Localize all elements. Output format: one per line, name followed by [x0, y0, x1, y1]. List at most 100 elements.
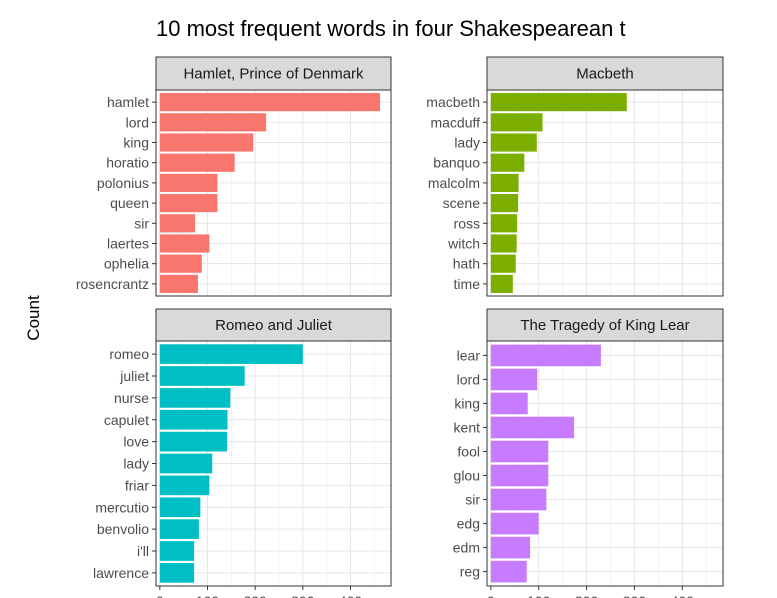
bar	[490, 113, 543, 132]
category-label: sir	[465, 492, 480, 508]
category-label: polonius	[97, 175, 149, 191]
facet-strip-label: Macbeth	[576, 66, 634, 83]
category-label: king	[123, 135, 149, 151]
panel-border	[155, 340, 392, 587]
x-tick-label: 300	[623, 593, 647, 598]
facet-panel: The Tragedy of King Lear lear lord king kent…	[453, 308, 724, 598]
bar	[490, 392, 528, 415]
category-label: hath	[453, 256, 480, 272]
category-label: macbeth	[426, 94, 480, 110]
category-label: juliet	[119, 368, 149, 384]
y-axis-title: Count	[24, 295, 43, 341]
category-label: ophelia	[104, 256, 149, 272]
x-tick-label: 400	[671, 593, 695, 598]
bar	[490, 368, 538, 391]
x-tick-label: 400	[339, 593, 363, 598]
x-tick-label: 200	[243, 593, 267, 598]
bar	[159, 344, 303, 364]
bar	[159, 563, 195, 583]
bar	[159, 497, 201, 518]
category-label: sir	[134, 215, 149, 231]
bar	[490, 194, 519, 213]
bar	[159, 133, 254, 152]
facet-strip	[155, 56, 392, 91]
bar	[159, 274, 198, 293]
bar	[159, 453, 213, 474]
category-label: ross	[454, 215, 480, 231]
chart-title: 10 most frequent words in four Shakespea…	[156, 16, 626, 41]
category-label: benvolio	[97, 521, 149, 537]
bar	[159, 234, 210, 253]
category-label: glou	[454, 468, 480, 484]
category-label: friar	[125, 477, 149, 493]
bar	[159, 194, 218, 213]
category-label: time	[454, 276, 481, 292]
category-label: lady	[454, 135, 480, 151]
category-label: nurse	[114, 390, 149, 406]
bar	[490, 274, 513, 293]
category-label: laertes	[107, 235, 149, 251]
bar	[490, 488, 547, 511]
category-label: malcolm	[428, 175, 480, 191]
category-label: hamlet	[107, 94, 149, 110]
bar	[490, 416, 575, 439]
category-label: rosencrantz	[76, 276, 149, 292]
bar	[159, 173, 218, 192]
panel-border	[486, 89, 724, 297]
bar	[490, 254, 516, 273]
category-label: lord	[126, 114, 149, 130]
category-label: i'll	[137, 543, 149, 559]
facet-strip-label: Hamlet, Prince of Denmark	[183, 66, 364, 83]
category-label: kent	[454, 419, 481, 435]
facet-strip	[155, 308, 392, 342]
bar	[159, 519, 199, 539]
bar	[159, 214, 196, 233]
category-label: macduff	[430, 114, 480, 130]
bar	[159, 366, 245, 386]
facet-strip-label: Romeo and Juliet	[215, 317, 333, 334]
category-label: queen	[110, 195, 149, 211]
bar	[490, 153, 525, 172]
bar	[159, 475, 210, 496]
bar	[490, 440, 549, 463]
bar	[159, 541, 195, 561]
x-tick-label: 0	[156, 593, 164, 598]
bar	[159, 254, 202, 273]
category-label: romeo	[109, 346, 149, 362]
bar	[159, 93, 381, 112]
category-label: edm	[453, 540, 480, 556]
bar	[159, 409, 228, 430]
category-label: mercutio	[95, 499, 149, 515]
bar	[490, 93, 627, 112]
bar	[490, 173, 519, 192]
category-label: edg	[457, 516, 480, 532]
x-tick-label: 0	[487, 593, 495, 598]
x-tick-label: 100	[527, 593, 551, 598]
bar	[490, 133, 537, 152]
facet-panel: Hamlet, Prince of Denmark hamlet lord king h…	[76, 56, 392, 297]
panel-border	[155, 89, 392, 297]
category-label: lawrence	[93, 565, 149, 581]
bar	[490, 512, 539, 535]
facet-strip	[486, 56, 724, 91]
facet-panel: Romeo and Juliet romeo juliet nurse capulet l…	[93, 308, 392, 598]
bar	[159, 153, 235, 172]
category-label: witch	[447, 235, 480, 251]
category-label: lady	[123, 456, 149, 472]
category-label: king	[454, 395, 480, 411]
bar	[490, 234, 517, 253]
bar	[159, 431, 228, 452]
panel-border	[486, 340, 724, 587]
bar	[490, 214, 518, 233]
facet-strip-label: The Tragedy of King Lear	[520, 317, 689, 334]
bar	[490, 464, 549, 487]
x-tick-label: 200	[575, 593, 599, 598]
category-label: lear	[457, 347, 481, 363]
category-label: horatio	[106, 155, 149, 171]
facet-panel: Macbeth macbeth macduff lady banquo malcolm sc…	[426, 56, 724, 297]
category-label: scene	[443, 195, 481, 211]
category-label: love	[123, 434, 149, 450]
category-label: fool	[457, 443, 480, 459]
x-tick-label: 300	[291, 593, 315, 598]
